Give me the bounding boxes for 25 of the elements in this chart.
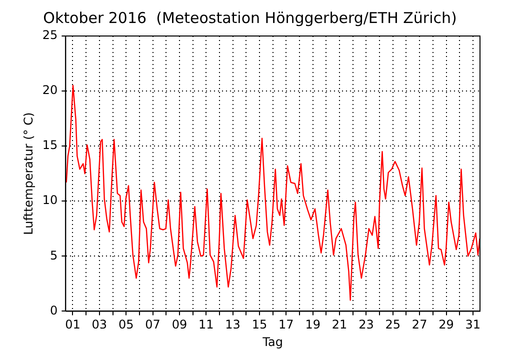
x-tick-label: 01: [65, 318, 80, 332]
y-tick-label: 5: [50, 248, 58, 262]
x-tick-label: 25: [385, 318, 401, 332]
x-tick-label: 05: [118, 318, 134, 332]
y-tick-label: 25: [42, 28, 58, 42]
x-axis-title: Tag: [262, 334, 283, 349]
y-axis-title: Lufttemperatur (° C): [21, 112, 36, 235]
y-tick-label: 20: [42, 83, 58, 98]
x-tick-label: 07: [145, 318, 160, 332]
x-tick-label: 19: [305, 318, 320, 332]
x-tick-label: 03: [92, 318, 108, 332]
x-tick-label: 15: [252, 318, 268, 332]
y-tick-label: 10: [42, 193, 58, 208]
x-tick-label: 31: [465, 318, 481, 332]
x-tick-label: 13: [225, 318, 240, 332]
x-tick-label: 09: [172, 318, 188, 332]
x-tick-label: 29: [438, 318, 454, 332]
y-tick-label: 0: [50, 303, 58, 318]
y-tick-label: 15: [42, 138, 58, 152]
x-tick-label: 21: [332, 318, 348, 332]
x-tick-label: 23: [358, 318, 374, 332]
chart-title: Oktober 2016 (Meteostation Hönggerberg/ETH Zürich): [43, 8, 457, 27]
x-tick-label: 27: [412, 318, 428, 332]
x-tick-label: 17: [278, 318, 294, 332]
x-tick-label: 11: [198, 318, 214, 332]
